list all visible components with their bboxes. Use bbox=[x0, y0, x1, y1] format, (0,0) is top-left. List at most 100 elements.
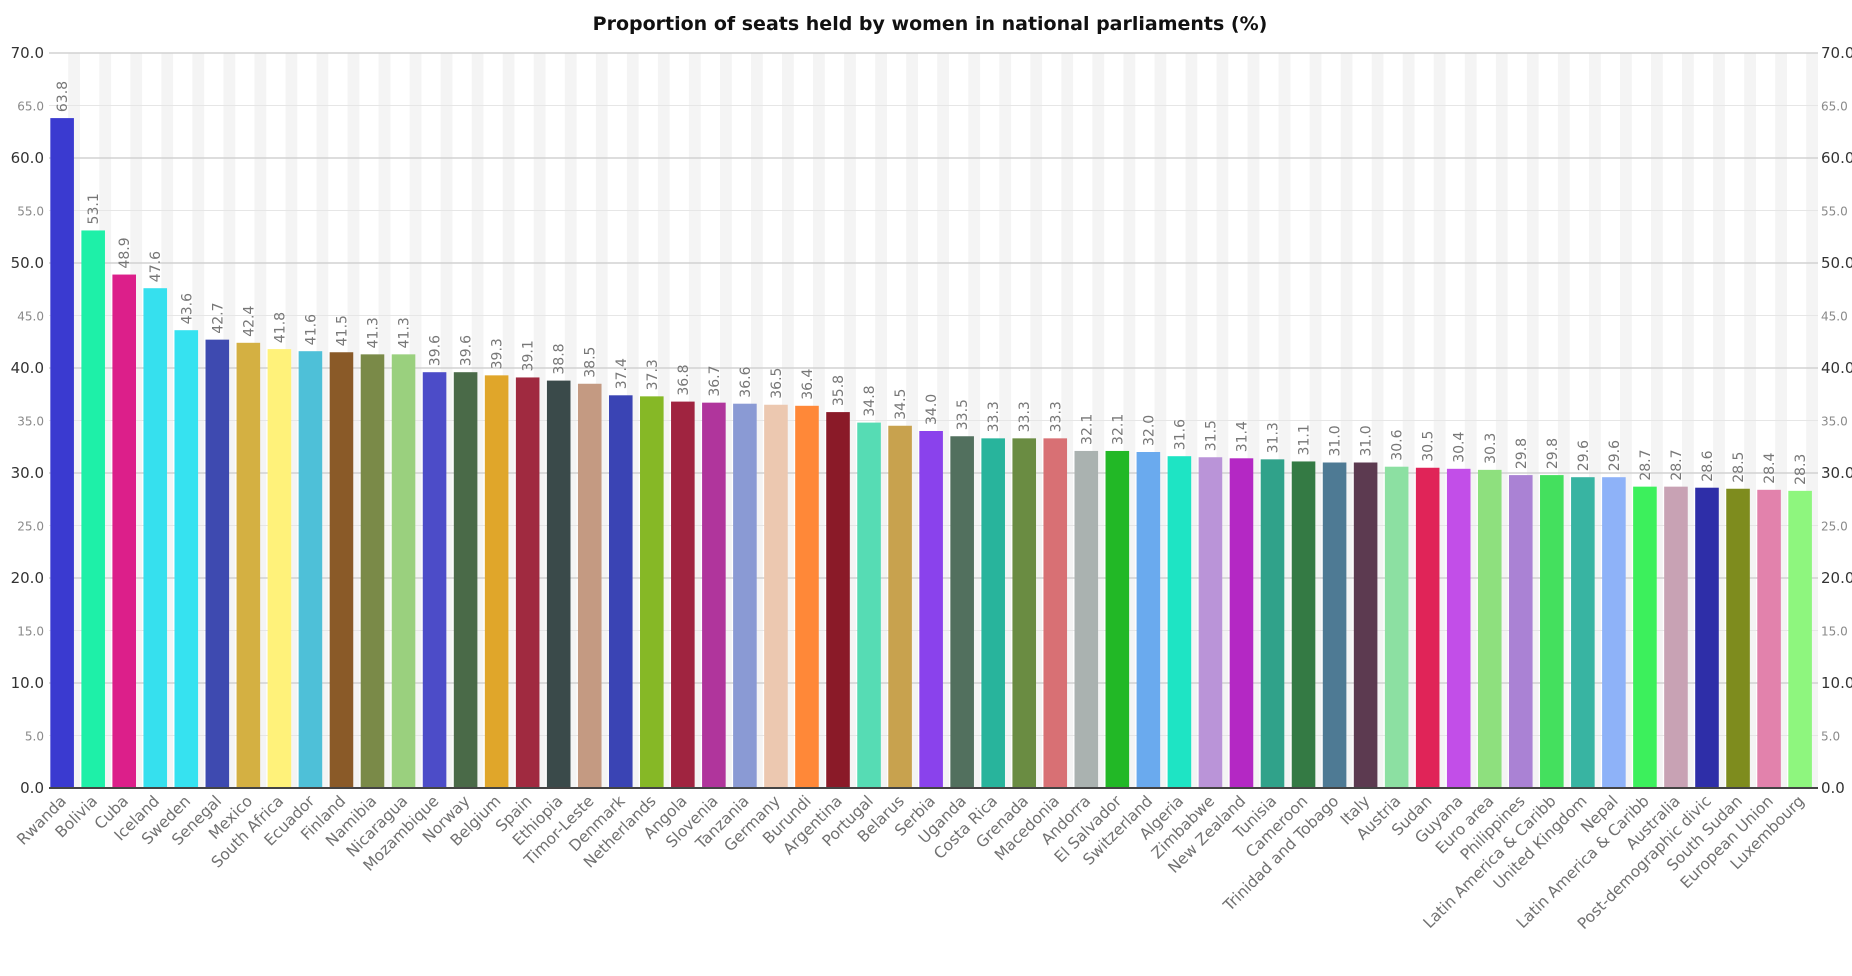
y-tick-label-right: 40.0 bbox=[1821, 359, 1852, 377]
value-label-55: 28.4 bbox=[1762, 453, 1778, 484]
value-label-18: 37.4 bbox=[614, 358, 630, 389]
y-tick-label-right: 30.0 bbox=[1821, 464, 1852, 482]
bar-15 bbox=[515, 377, 540, 788]
value-label-10: 41.3 bbox=[365, 317, 381, 348]
bar-42 bbox=[1353, 462, 1378, 788]
y-tick-label-right: 70.0 bbox=[1821, 44, 1852, 62]
bar-8 bbox=[298, 351, 323, 788]
y-tick-label-right: 35.0 bbox=[1821, 415, 1848, 429]
y-tick-label-right: 0.0 bbox=[1821, 779, 1845, 797]
value-label-6: 42.4 bbox=[241, 306, 257, 337]
y-tick-label-right: 50.0 bbox=[1821, 254, 1852, 272]
bar-44 bbox=[1415, 467, 1440, 788]
value-label-9: 41.5 bbox=[334, 315, 350, 346]
bar-35 bbox=[1136, 452, 1161, 788]
value-label-11: 41.3 bbox=[397, 317, 413, 348]
y-tick-label-left: 60.0 bbox=[11, 149, 44, 167]
value-label-29: 33.5 bbox=[955, 399, 971, 430]
bar-5 bbox=[205, 339, 230, 788]
value-label-37: 31.5 bbox=[1203, 420, 1219, 451]
y-tick-label-right: 60.0 bbox=[1821, 149, 1852, 167]
value-label-33: 32.1 bbox=[1079, 414, 1095, 445]
bar-40 bbox=[1291, 461, 1316, 788]
bar-36 bbox=[1167, 456, 1192, 788]
y-tick-label-left: 20.0 bbox=[11, 569, 44, 587]
value-label-41: 31.0 bbox=[1328, 425, 1344, 456]
bar-20 bbox=[671, 401, 695, 788]
value-label-56: 28.3 bbox=[1793, 454, 1809, 485]
bar-25 bbox=[826, 412, 850, 788]
value-label-7: 41.8 bbox=[272, 312, 288, 343]
y-axis-left: 5.0 15.0 25.0 35.0 45.0 55.0 65.0 0.0 10.0 20.0 30… bbox=[11, 44, 44, 797]
y-tick-label-left: 70.0 bbox=[11, 44, 44, 62]
value-label-0: 63.8 bbox=[55, 81, 71, 112]
value-label-13: 39.6 bbox=[459, 335, 475, 366]
bar-41 bbox=[1322, 462, 1347, 788]
bar-6 bbox=[236, 342, 261, 788]
bar-13 bbox=[453, 372, 478, 788]
value-label-43: 30.6 bbox=[1390, 429, 1406, 460]
value-label-45: 30.4 bbox=[1452, 432, 1468, 463]
bar-56 bbox=[1788, 490, 1812, 788]
value-label-46: 30.3 bbox=[1483, 433, 1499, 464]
value-label-5: 42.7 bbox=[210, 302, 226, 333]
y-tick-label-right: 5.0 bbox=[1821, 730, 1840, 744]
y-tick-label-left: 5.0 bbox=[25, 730, 44, 744]
value-label-40: 31.1 bbox=[1297, 424, 1313, 455]
value-label-14: 39.3 bbox=[490, 338, 506, 369]
bar-11 bbox=[391, 354, 416, 788]
bar-14 bbox=[484, 375, 509, 788]
value-label-24: 36.4 bbox=[800, 369, 816, 400]
value-label-27: 34.5 bbox=[893, 389, 909, 420]
value-label-23: 36.5 bbox=[769, 368, 785, 399]
bar-18 bbox=[608, 395, 633, 788]
bar-45 bbox=[1446, 468, 1471, 788]
y-tick-label-left: 55.0 bbox=[17, 205, 44, 219]
value-label-32: 33.3 bbox=[1048, 401, 1064, 432]
value-label-21: 36.7 bbox=[707, 365, 723, 396]
bars bbox=[50, 118, 1812, 789]
bar-22 bbox=[733, 403, 757, 788]
value-label-26: 34.8 bbox=[862, 385, 878, 416]
y-tick-label-left: 15.0 bbox=[17, 625, 44, 639]
category-labels: RwandaBoliviaCubaIcelandSwedenSenegalMex… bbox=[13, 792, 1808, 933]
value-label-31: 33.3 bbox=[1017, 401, 1033, 432]
value-label-25: 35.8 bbox=[831, 375, 847, 406]
y-tick-label-left: 45.0 bbox=[17, 310, 44, 324]
y-tick-label-right: 65.0 bbox=[1821, 100, 1848, 114]
bar-37 bbox=[1198, 457, 1223, 788]
value-label-30: 33.3 bbox=[986, 401, 1002, 432]
value-label-2: 48.9 bbox=[117, 237, 133, 268]
bar-17 bbox=[577, 383, 602, 788]
value-label-44: 30.5 bbox=[1421, 431, 1437, 462]
bar-46 bbox=[1477, 469, 1502, 788]
value-label-35: 32.0 bbox=[1141, 415, 1157, 446]
value-label-22: 36.6 bbox=[738, 366, 754, 397]
bar-24 bbox=[795, 405, 819, 788]
value-label-38: 31.4 bbox=[1234, 421, 1250, 452]
y-tick-label-left: 40.0 bbox=[11, 359, 44, 377]
value-label-51: 28.7 bbox=[1638, 449, 1654, 480]
bar-1 bbox=[81, 230, 105, 788]
bar-33 bbox=[1074, 450, 1099, 788]
bar-53 bbox=[1695, 487, 1719, 788]
bar-23 bbox=[764, 404, 788, 788]
value-label-20: 36.8 bbox=[676, 364, 692, 395]
bar-29 bbox=[950, 436, 974, 788]
bar-0 bbox=[50, 118, 74, 789]
y-tick-label-left: 30.0 bbox=[11, 464, 44, 482]
chart-title: Proportion of seats held by women in nat… bbox=[593, 13, 1268, 35]
bar-7 bbox=[267, 349, 292, 788]
y-tick-label-left: 25.0 bbox=[17, 520, 44, 534]
bar-9 bbox=[329, 352, 354, 788]
value-label-34: 32.1 bbox=[1110, 414, 1126, 445]
bar-27 bbox=[888, 425, 912, 788]
y-tick-label-right: 25.0 bbox=[1821, 520, 1848, 534]
value-label-1: 53.1 bbox=[86, 193, 102, 224]
y-tick-label-right: 55.0 bbox=[1821, 205, 1848, 219]
y-tick-label-left: 35.0 bbox=[17, 415, 44, 429]
bar-21 bbox=[702, 402, 726, 788]
bar-28 bbox=[919, 431, 943, 788]
y-tick-label-right: 15.0 bbox=[1821, 625, 1848, 639]
